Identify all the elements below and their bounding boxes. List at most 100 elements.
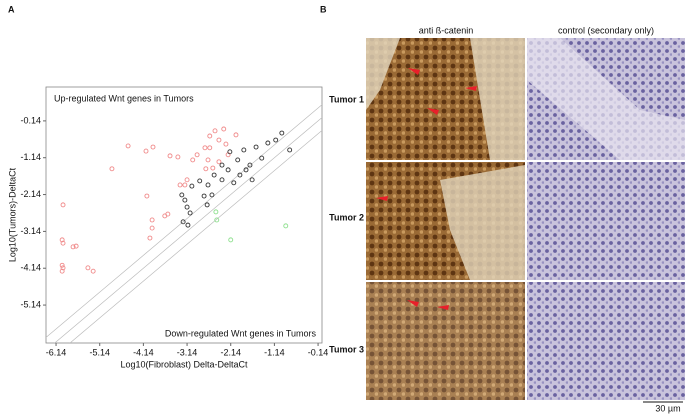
point bbox=[147, 235, 153, 241]
x-tick-label: -1.14 bbox=[264, 347, 285, 357]
row-label: Tumor 2 bbox=[329, 212, 364, 222]
point bbox=[253, 144, 259, 150]
point bbox=[223, 141, 229, 147]
point bbox=[179, 192, 185, 198]
point bbox=[185, 222, 191, 228]
point bbox=[149, 217, 155, 223]
micrographs bbox=[366, 38, 685, 400]
point bbox=[184, 204, 190, 210]
point bbox=[207, 145, 213, 151]
reference-line bbox=[69, 130, 322, 343]
point bbox=[60, 202, 66, 208]
point bbox=[209, 192, 215, 198]
y-axis-label: Log10(Tumors)-DeltaCt bbox=[7, 167, 17, 262]
x-tick-label: -0.14 bbox=[308, 347, 329, 357]
x-tick-label: -4.14 bbox=[133, 347, 154, 357]
point bbox=[180, 219, 186, 225]
point bbox=[219, 162, 225, 168]
point bbox=[216, 159, 222, 165]
stroma bbox=[527, 38, 685, 160]
point bbox=[150, 144, 156, 150]
point bbox=[60, 265, 66, 271]
column-header: control (secondary only) bbox=[558, 25, 654, 35]
point bbox=[231, 180, 237, 186]
y-tick-label: -0.14 bbox=[20, 115, 41, 125]
point bbox=[213, 209, 219, 215]
point bbox=[182, 182, 188, 188]
point bbox=[144, 193, 150, 199]
y-tick-label: -1.14 bbox=[20, 152, 41, 162]
point bbox=[279, 130, 285, 136]
point bbox=[228, 237, 234, 243]
scale-bar-label: 30 µm bbox=[655, 403, 680, 413]
point bbox=[233, 132, 239, 138]
x-axis-label: Log10(Fibroblast) Delta-DeltaCt bbox=[120, 359, 248, 369]
x-tick-label: -3.14 bbox=[177, 347, 198, 357]
point bbox=[259, 155, 265, 161]
point bbox=[189, 183, 195, 189]
point bbox=[143, 148, 149, 154]
point bbox=[149, 225, 155, 231]
point bbox=[175, 154, 181, 160]
point bbox=[227, 149, 233, 155]
image bbox=[527, 162, 685, 280]
point bbox=[212, 128, 218, 134]
point bbox=[59, 268, 65, 274]
point bbox=[216, 137, 222, 143]
point bbox=[207, 133, 213, 139]
column-header: anti ß-catenin bbox=[419, 25, 474, 35]
image bbox=[527, 282, 685, 400]
stroma bbox=[366, 38, 525, 160]
point bbox=[210, 165, 216, 171]
point bbox=[167, 153, 173, 159]
point bbox=[184, 177, 190, 183]
y-tick-label: -4.14 bbox=[20, 263, 41, 273]
point bbox=[194, 152, 200, 158]
image bbox=[366, 282, 525, 400]
point bbox=[85, 265, 91, 271]
point bbox=[214, 217, 220, 223]
point bbox=[197, 178, 203, 184]
point bbox=[204, 202, 210, 208]
arrows bbox=[376, 68, 477, 310]
point bbox=[265, 140, 271, 146]
panel-label: A bbox=[8, 4, 15, 14]
point bbox=[205, 157, 211, 163]
point bbox=[247, 162, 253, 168]
point bbox=[203, 166, 209, 172]
panel-label: B bbox=[320, 4, 327, 14]
point bbox=[221, 126, 227, 132]
point bbox=[235, 157, 241, 163]
point bbox=[225, 167, 231, 173]
point bbox=[59, 262, 65, 268]
y-tick-label: -5.14 bbox=[20, 299, 41, 309]
point bbox=[249, 177, 255, 183]
plot-area: -6.14 -5.14 -4.14 -3.14 -2.14 -1.14 -0.14 -0.14… bbox=[20, 104, 329, 357]
point bbox=[283, 223, 289, 229]
x-tick-label: -6.14 bbox=[46, 347, 67, 357]
point bbox=[219, 177, 225, 183]
point bbox=[177, 182, 183, 188]
point bbox=[211, 172, 217, 178]
plot-frame bbox=[45, 86, 323, 344]
x-tick-label: -2.14 bbox=[220, 347, 241, 357]
point bbox=[60, 240, 66, 246]
point bbox=[90, 268, 96, 274]
point bbox=[205, 182, 211, 188]
point bbox=[201, 193, 207, 199]
point bbox=[59, 237, 65, 243]
stroma bbox=[440, 165, 525, 280]
row-label: Tumor 3 bbox=[329, 344, 364, 354]
x-tick-label: -5.14 bbox=[89, 347, 110, 357]
y-tick-label: -2.14 bbox=[20, 189, 41, 199]
point bbox=[187, 210, 193, 216]
point bbox=[287, 147, 293, 153]
reference-line bbox=[46, 104, 322, 338]
point bbox=[165, 211, 171, 217]
point bbox=[70, 244, 76, 250]
point bbox=[237, 172, 243, 178]
point bbox=[125, 143, 131, 149]
y-tick-label: -3.14 bbox=[20, 226, 41, 236]
point bbox=[182, 197, 188, 203]
